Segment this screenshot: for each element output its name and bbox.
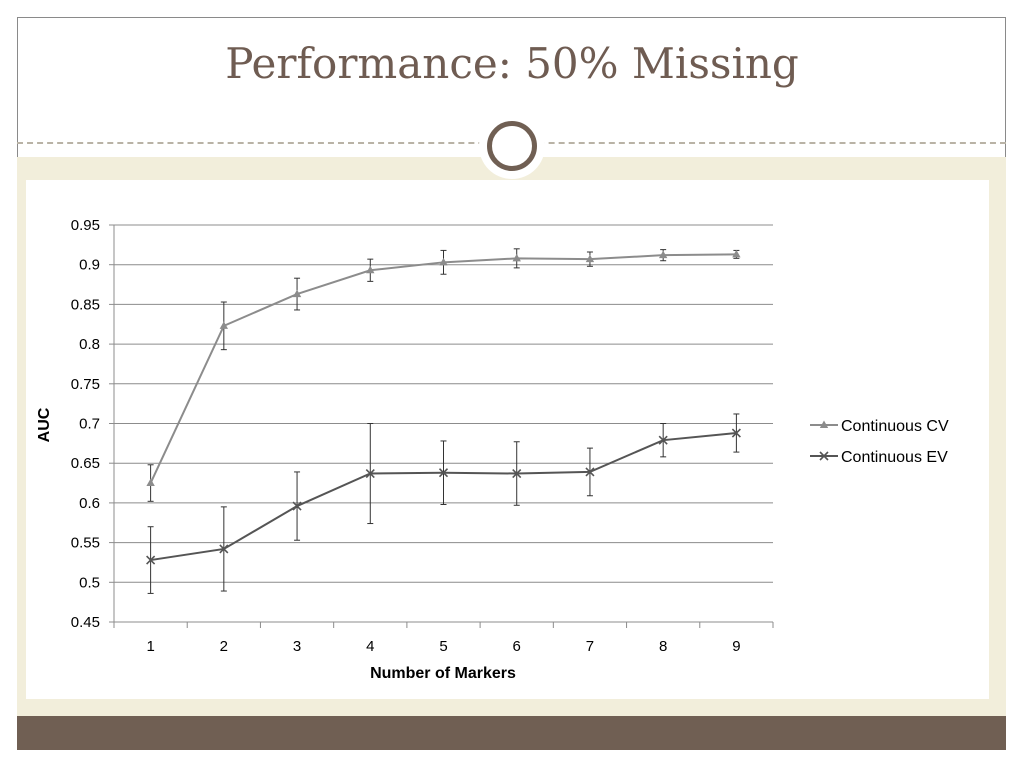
x-axis-title: Number of Markers — [370, 665, 516, 682]
y-tick-label: 0.5 — [79, 574, 100, 591]
legend-label: Continuous CV — [841, 418, 949, 435]
data-point — [512, 468, 522, 479]
x-tick-label: 9 — [732, 638, 740, 655]
legend: Continuous CV Continuous EV — [810, 418, 949, 466]
grid-lines — [114, 224, 773, 583]
y-tick-label: 0.95 — [71, 217, 100, 234]
data-point — [292, 289, 302, 298]
series-continuous-ev — [146, 413, 741, 594]
x-tick-label: 3 — [293, 638, 301, 655]
legend-marker — [819, 451, 829, 461]
data-point — [292, 501, 302, 511]
data-point — [365, 468, 375, 479]
data-point — [732, 249, 741, 258]
y-tick-label: 0.6 — [79, 495, 100, 512]
y-tick-label: 0.65 — [71, 455, 100, 472]
x-tick-label: 7 — [586, 638, 594, 655]
data-point — [439, 257, 448, 266]
x-tick-label: 2 — [220, 638, 228, 655]
data-point — [585, 254, 595, 263]
footer-bar — [17, 716, 1006, 750]
data-point — [585, 467, 595, 477]
series-continuous-cv — [146, 248, 741, 502]
axes: 0.45 0.5 0.55 0.6 0.65 0.7 0.75 0.8 0.85 0.9 0.95 1… — [71, 217, 774, 655]
y-tick-label: 0.85 — [71, 296, 100, 313]
data-point — [658, 250, 668, 259]
y-tick-label: 0.75 — [71, 376, 100, 393]
y-tick-label: 0.55 — [71, 535, 100, 552]
y-tick-label: 0.7 — [79, 416, 100, 433]
chart-panel: 0.45 0.5 0.55 0.6 0.65 0.7 0.75 0.8 0.85 0.9 0.95 1… — [26, 180, 989, 699]
series-group — [146, 248, 741, 594]
data-point — [146, 555, 156, 565]
legend-marker — [819, 420, 829, 428]
data-point — [512, 253, 521, 262]
legend-entry-continuous-cv: Continuous CV — [810, 418, 949, 435]
data-point — [731, 428, 741, 438]
slide-title: Performance: 50% Missing — [225, 39, 799, 88]
x-tick-label: 1 — [146, 638, 154, 655]
data-point — [146, 478, 155, 487]
data-point — [219, 544, 229, 554]
y-tick-label: 0.8 — [79, 336, 100, 353]
legend-entry-continuous-ev: Continuous EV — [810, 449, 948, 466]
x-tick-label: 5 — [439, 638, 447, 655]
y-tick-label: 0.9 — [79, 257, 100, 274]
x-tick-label: 8 — [659, 638, 667, 655]
legend-label: Continuous EV — [841, 449, 948, 466]
data-point — [438, 468, 449, 478]
y-tick-label: 0.45 — [71, 614, 100, 631]
data-point — [658, 435, 668, 445]
auc-line-chart: 0.45 0.5 0.55 0.6 0.65 0.7 0.75 0.8 0.85 0.9 0.95 1… — [36, 217, 949, 682]
data-point — [219, 321, 229, 329]
data-point — [366, 265, 375, 274]
divider-ornament — [479, 113, 545, 179]
y-axis-title: AUC — [36, 407, 53, 442]
circle-ornament-icon — [487, 121, 537, 171]
x-tick-label: 4 — [366, 638, 374, 655]
x-tick-label: 6 — [513, 638, 521, 655]
